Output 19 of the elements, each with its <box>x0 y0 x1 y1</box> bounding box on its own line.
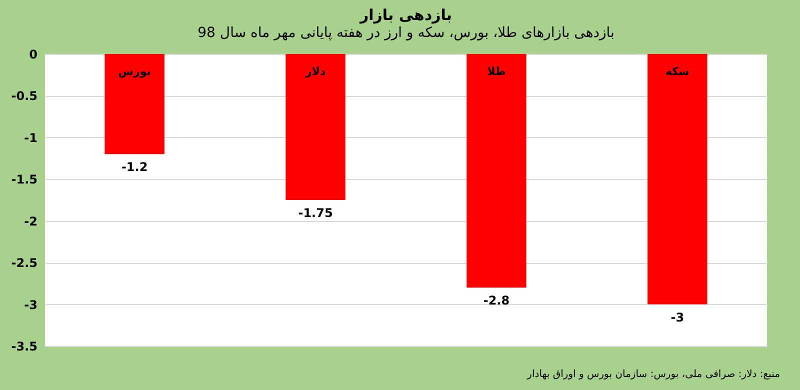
x-tick-label: بورس <box>118 65 151 78</box>
y-tick-label: -3 <box>24 298 38 312</box>
y-tick-label: -1 <box>24 130 38 145</box>
text: منبع: دلار: صرافی ملی، بورس: سازمان بورس و اوراق بهادار <box>527 369 780 380</box>
data-label: -2.8 <box>483 294 510 308</box>
y-tick-label: -2 <box>24 214 38 228</box>
y-tick-label: -0.5 <box>11 89 38 104</box>
chart-title: بازدهی بازار <box>358 6 452 24</box>
y-tick-label: -1.5 <box>11 172 38 187</box>
x-tick-label: دلار <box>304 65 326 78</box>
y-tick-label: -3.5 <box>11 340 38 354</box>
x-tick-label: سکه <box>665 65 690 78</box>
data-label: -3 <box>670 310 684 324</box>
y-tick-label: 0 <box>29 48 38 62</box>
data-label: -1.2 <box>121 160 148 174</box>
x-tick-label: طلا <box>487 65 506 78</box>
y-tick-label: -2.5 <box>11 256 38 270</box>
chart-subtitle: بازدهی بازارهای طلا، بورس، سکه و ارز در هفته پایانی مهر ماه سال 98 <box>198 25 614 41</box>
data-label: -1.75 <box>298 206 333 220</box>
